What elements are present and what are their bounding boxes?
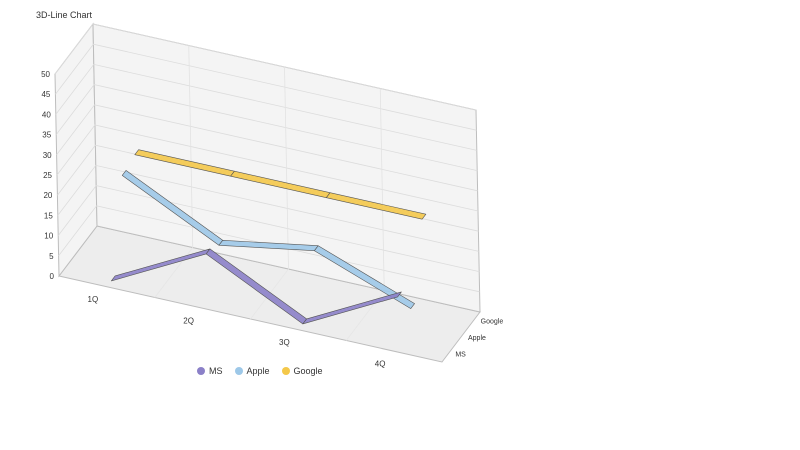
x-tick-label: 3Q [279, 338, 290, 347]
y-gridline [56, 124, 479, 212]
depth-tick-label: Apple [468, 335, 486, 342]
legend-label-apple: Apple [246, 366, 270, 376]
y-tick-label: 10 [44, 232, 53, 241]
depth-axis-ticks: Google Apple MS [455, 318, 503, 358]
y-gridline [54, 23, 477, 111]
legend-item-ms[interactable]: MS [197, 366, 223, 376]
legend-label-ms: MS [209, 366, 223, 376]
y-tick-label: 15 [44, 211, 53, 220]
y-gridline [56, 104, 478, 192]
chart-gridlines [54, 23, 480, 341]
series-lines [111, 149, 427, 325]
x-tick-label: 4Q [375, 359, 386, 368]
x-gridline [284, 66, 289, 270]
y-axis-ticks: 0 5 10 15 20 25 30 35 40 45 50 [41, 70, 54, 281]
y-gridline [57, 185, 480, 272]
legend-label-google: Google [293, 366, 323, 376]
legend-marker-ms [197, 367, 205, 375]
y-tick-label: 25 [43, 171, 52, 180]
y-tick-label: 40 [42, 110, 51, 119]
y-tick-label: 0 [50, 272, 55, 281]
y-tick-label: 50 [41, 70, 50, 79]
x-tick-label: 2Q [183, 316, 194, 325]
x-gridline [379, 88, 385, 291]
y-tick-label: 45 [41, 90, 50, 99]
legend-marker-apple [234, 367, 243, 375]
y-gridline [57, 164, 479, 252]
legend-item-google[interactable]: Google [281, 366, 323, 376]
y-tick-label: 35 [42, 131, 51, 140]
x-gridline [188, 45, 194, 248]
chart-title: 3D-Line Chart [36, 10, 93, 20]
x-tick-label: 1Q [88, 295, 99, 304]
legend-item-apple[interactable]: Apple [234, 366, 270, 376]
y-tick-label: 5 [49, 252, 54, 261]
chart-walls [54, 22, 481, 363]
y-gridline [55, 43, 477, 131]
series-segment-ms [302, 291, 402, 325]
series-segment-google [325, 192, 427, 220]
legend: MS Apple Google [197, 366, 323, 376]
y-gridline [55, 63, 477, 151]
depth-tick-label: MS [455, 352, 466, 359]
y-tick-label: 30 [43, 151, 52, 160]
x-axis-ticks: 1Q 2Q 3Q 4Q [88, 295, 386, 369]
legend-marker-google [281, 367, 290, 375]
series-segment-apple [314, 245, 415, 309]
y-gridline [55, 84, 478, 171]
y-tick-label: 20 [43, 191, 52, 200]
y-gridline [58, 205, 480, 293]
depth-tick-label: Google [481, 318, 504, 325]
